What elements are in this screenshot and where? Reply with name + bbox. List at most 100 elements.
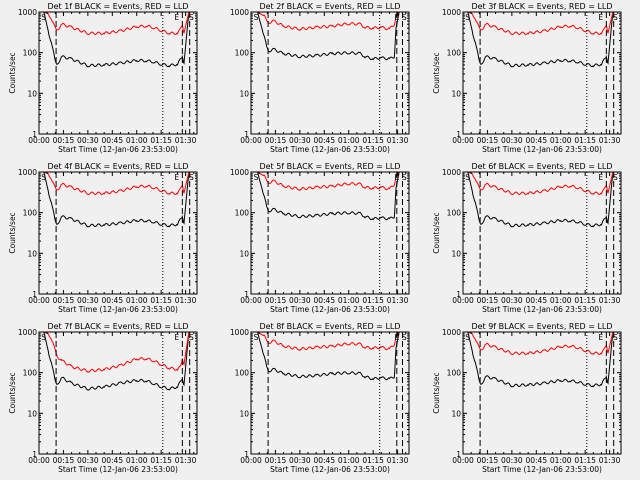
y-tick-label: 100 (23, 369, 38, 378)
y-tick-label: 1000 (442, 8, 461, 17)
y-tick-label: 1000 (230, 328, 249, 337)
y-tick-label: 1000 (230, 8, 249, 17)
series-events-line (463, 172, 620, 228)
y-tick-label: 100 (447, 369, 462, 378)
series-events-line (39, 332, 196, 391)
plot-frame (38, 331, 198, 455)
plot-frame (462, 11, 622, 135)
x-tick-label: 00:45 (101, 296, 123, 305)
plot-frame (462, 331, 622, 455)
series-events-line (251, 12, 408, 61)
x-tick-label: 01:15 (150, 296, 172, 305)
series-events-line (251, 172, 408, 221)
series-lld-line (39, 172, 196, 196)
chart-title: Det 5f BLACK = Events, RED = LLD (259, 162, 400, 171)
y-tick-label: 1000 (442, 168, 461, 177)
x-tick-label: 01:30 (599, 296, 621, 305)
flag-label-S: S (402, 13, 407, 22)
x-tick-label: 01:00 (338, 136, 360, 145)
y-tick-label: 100 (447, 49, 462, 58)
x-tick-label: 00:00 (452, 136, 474, 145)
chart-title: Det 1f BLACK = Events, RED = LLD (47, 2, 188, 11)
y-tick-label: 100 (23, 209, 38, 218)
x-tick-label: 01:15 (150, 456, 172, 465)
y-tick-label: 1000 (230, 168, 249, 177)
x-tick-label: 01:00 (550, 456, 572, 465)
x-tick-label: 00:30 (289, 456, 311, 465)
y-axis-label: Counts/sec (432, 212, 441, 253)
x-tick-label: 00:45 (525, 456, 547, 465)
y-axis-label: Counts/sec (8, 212, 17, 253)
x-tick-label: 00:15 (265, 136, 287, 145)
x-tick-label: 01:30 (175, 296, 197, 305)
y-tick-label: 10 (27, 249, 37, 258)
flag-label-S: S (254, 13, 259, 22)
y-tick-label: 100 (23, 49, 38, 58)
flag-label-E: E (395, 13, 400, 22)
x-tick-label: 00:30 (289, 136, 311, 145)
series-lld-line (463, 12, 620, 36)
flag-label-E: E (395, 333, 400, 342)
flag-label-E: E (395, 173, 400, 182)
x-tick-label: 01:30 (387, 136, 409, 145)
chart-title: Det 8f BLACK = Events, RED = LLD (259, 322, 400, 331)
flag-label-S: S (465, 173, 470, 182)
x-tick-label: 00:15 (53, 296, 75, 305)
series-lld-line (463, 332, 620, 356)
series-lld-line (39, 12, 196, 36)
x-tick-label: 00:15 (477, 296, 499, 305)
x-tick-label: 00:45 (101, 456, 123, 465)
x-tick-label: 00:45 (525, 296, 547, 305)
plot-frame (250, 171, 410, 295)
x-tick-label: 00:30 (501, 136, 523, 145)
y-tick-label: 10 (27, 409, 37, 418)
x-tick-label: 00:00 (452, 456, 474, 465)
x-tick-label: 00:45 (525, 136, 547, 145)
x-axis-label: Start Time (12-Jan-06 23:53:00) (270, 145, 390, 154)
x-tick-label: 01:15 (150, 136, 172, 145)
x-tick-label: 00:00 (452, 296, 474, 305)
x-tick-label: 00:15 (265, 456, 287, 465)
plot-frame (462, 171, 622, 295)
x-tick-label: 01:15 (362, 456, 384, 465)
y-tick-label: 10 (239, 249, 249, 258)
x-tick-label: 01:00 (338, 296, 360, 305)
chart-title: Det 3f BLACK = Events, RED = LLD (471, 2, 612, 11)
y-tick-label: 1 (32, 450, 37, 459)
flag-label-S: S (189, 173, 194, 182)
flag-label-E: E (174, 173, 179, 182)
x-tick-label: 01:15 (574, 456, 596, 465)
plot-frame (38, 11, 198, 135)
series-events-line (39, 172, 196, 228)
flag-label-E: E (598, 173, 603, 182)
y-tick-label: 100 (235, 209, 250, 218)
y-tick-label: 1 (32, 130, 37, 139)
y-tick-label: 1 (244, 130, 249, 139)
x-tick-label: 01:15 (362, 296, 384, 305)
x-tick-label: 01:00 (126, 456, 148, 465)
flag-label-S: S (402, 173, 407, 182)
y-tick-label: 100 (447, 209, 462, 218)
x-tick-label: 01:15 (574, 296, 596, 305)
flag-label-E: E (598, 333, 603, 342)
x-tick-label: 01:00 (550, 296, 572, 305)
x-tick-label: 01:00 (126, 296, 148, 305)
flag-label-S: S (613, 173, 618, 182)
flag-label-S: S (613, 13, 618, 22)
y-tick-label: 1 (456, 290, 461, 299)
flag-label-S: S (189, 333, 194, 342)
y-tick-label: 10 (451, 89, 461, 98)
plot-frame (250, 11, 410, 135)
x-tick-label: 01:00 (126, 136, 148, 145)
flag-label-S: S (254, 173, 259, 182)
flag-label-S: S (465, 333, 470, 342)
x-tick-label: 00:30 (501, 296, 523, 305)
chart-title: Det 7f BLACK = Events, RED = LLD (47, 322, 188, 331)
